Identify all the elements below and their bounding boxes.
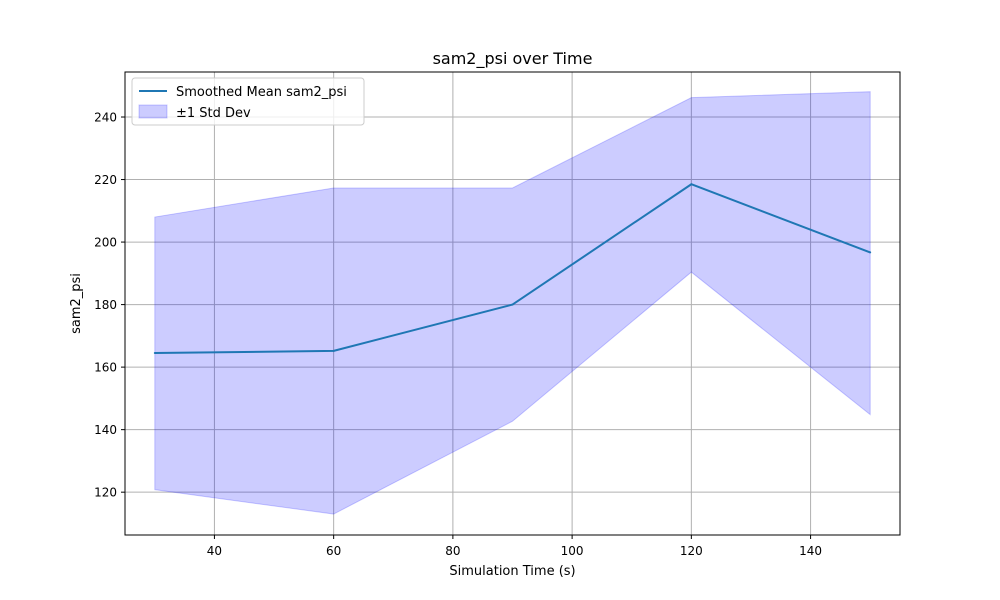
y-tick-label: 140 [94, 423, 117, 437]
legend-label-std-dev: ±1 Std Dev [176, 106, 251, 121]
x-tick-label: 80 [445, 544, 460, 558]
x-tick-label: 100 [561, 544, 584, 558]
x-axis-ticks: 40 60 80 100 120 140 [207, 535, 822, 558]
y-axis-label: sam2_psi [69, 273, 84, 334]
mean-line-point [332, 349, 335, 352]
y-tick-label: 240 [94, 111, 117, 125]
legend-swatch-std-dev [138, 104, 168, 119]
y-tick-label: 200 [94, 236, 117, 250]
x-axis-label: Simulation Time (s) [449, 564, 575, 579]
legend-box [131, 77, 365, 126]
plot-frame [124, 71, 901, 536]
y-axis-ticks: 120 140 160 180 200 220 240 [94, 111, 125, 500]
y-tick-label: 180 [94, 298, 117, 312]
mean-line-point [153, 352, 156, 355]
y-tick-label: 160 [94, 361, 117, 375]
y-tick-label: 220 [94, 173, 117, 187]
mean-line-point [869, 251, 872, 254]
x-tick-label: 60 [326, 544, 341, 558]
chart-title: sam2_psi over Time [433, 49, 593, 69]
legend: Smoothed Mean sam2_psi ±1 Std Dev [131, 77, 365, 126]
mean-line-point [690, 183, 693, 186]
x-tick-label: 120 [680, 544, 703, 558]
x-tick-label: 40 [207, 544, 222, 558]
legend-label-mean: Smoothed Mean sam2_psi [176, 85, 347, 100]
y-tick-label: 120 [94, 486, 117, 500]
std-dev-band-layer [154, 91, 871, 515]
x-tick-label: 140 [799, 544, 822, 558]
mean-line-point [511, 303, 514, 306]
std-dev-band [154, 91, 871, 515]
mean-line-layer [153, 183, 872, 355]
